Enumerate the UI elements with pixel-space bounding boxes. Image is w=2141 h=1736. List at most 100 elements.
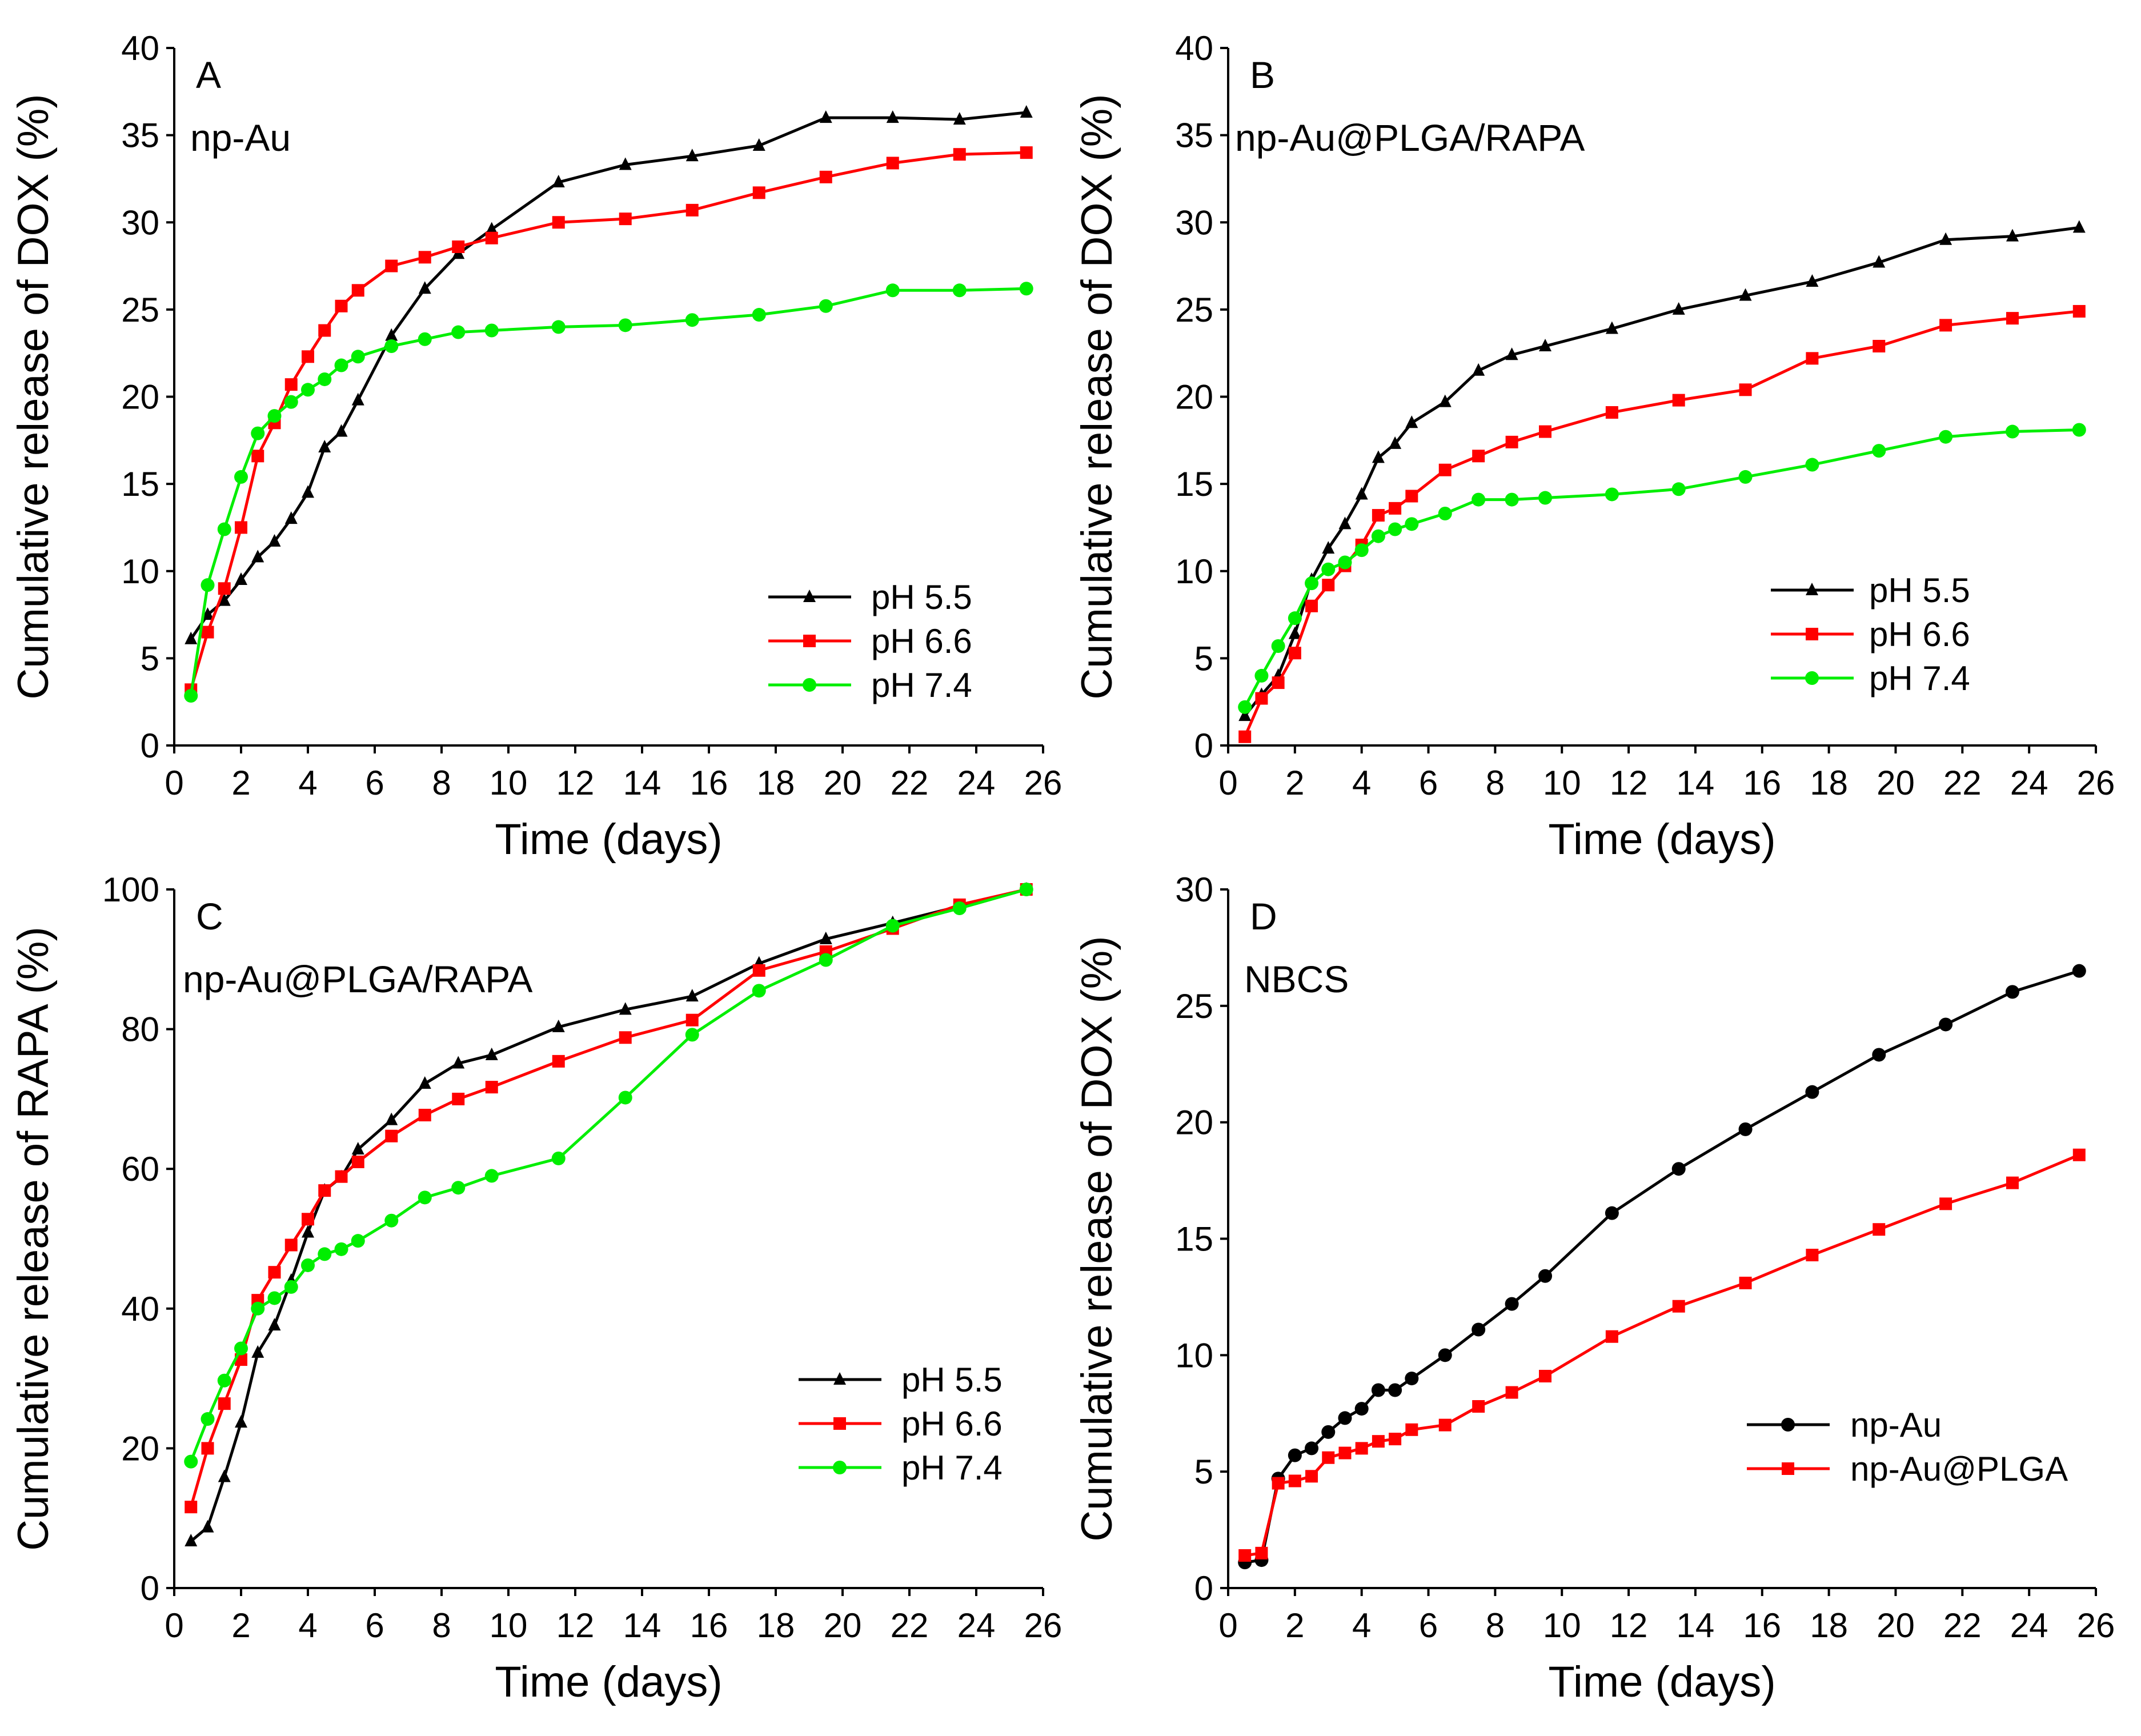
data-point <box>1873 339 1886 352</box>
data-point <box>1738 470 1753 484</box>
series-np-au-plga <box>1238 1148 2086 1562</box>
data-point <box>1438 394 1452 407</box>
data-point <box>251 550 264 563</box>
data-point <box>351 392 364 406</box>
data-point <box>1671 1162 1686 1176</box>
x-tick-label: 20 <box>1877 764 1915 802</box>
data-point <box>1338 1411 1352 1425</box>
data-point <box>418 281 431 294</box>
x-tick-label: 24 <box>957 1606 996 1645</box>
data-point <box>284 395 298 409</box>
data-point <box>885 919 900 933</box>
data-point <box>1371 1383 1385 1397</box>
data-point <box>268 1266 281 1279</box>
x-tick-label: 14 <box>623 764 661 802</box>
x-tick-label: 4 <box>1352 764 1371 802</box>
data-point <box>1472 1322 1486 1337</box>
legend-label: pH 7.4 <box>1869 659 1970 697</box>
data-point <box>685 1013 699 1027</box>
data-point <box>1020 146 1033 159</box>
data-point <box>251 450 264 463</box>
x-tick-label: 4 <box>298 764 317 802</box>
data-point <box>302 1213 314 1226</box>
data-point <box>1939 1017 1953 1032</box>
data-point <box>1805 458 1819 472</box>
series-ph-6-6 <box>1238 304 2086 743</box>
data-point <box>418 332 432 346</box>
panel-letter: B <box>1250 54 1275 96</box>
y-tick-label: 35 <box>121 117 159 155</box>
data-point <box>1438 463 1452 476</box>
data-point <box>752 308 766 322</box>
x-tick-label: 2 <box>1285 1606 1304 1645</box>
data-point <box>1806 352 1819 365</box>
y-tick-label: 20 <box>121 378 159 416</box>
data-point <box>418 1109 431 1122</box>
data-point <box>485 1047 498 1060</box>
data-point <box>351 1234 365 1248</box>
legend-marker <box>833 1461 847 1474</box>
data-point <box>185 1534 198 1547</box>
data-point <box>552 175 565 188</box>
y-axis-label: Cumulative release of RAPA (%) <box>9 927 58 1551</box>
data-point <box>2006 228 2019 242</box>
data-point <box>551 1151 566 1165</box>
data-point <box>1322 541 1335 554</box>
data-point <box>335 299 348 312</box>
x-tick-label: 0 <box>1218 1606 1237 1645</box>
data-point <box>1605 487 1619 502</box>
data-point <box>953 112 966 125</box>
data-point <box>1288 1448 1302 1462</box>
x-tick-label: 16 <box>1743 764 1781 802</box>
y-tick-label: 15 <box>1175 1220 1213 1258</box>
data-point <box>1288 1474 1301 1488</box>
y-tick-label: 40 <box>121 1290 159 1328</box>
data-point <box>1872 444 1886 458</box>
data-point <box>301 383 315 397</box>
data-point <box>452 1092 465 1105</box>
x-tick-label: 8 <box>1486 764 1505 802</box>
y-tick-label: 5 <box>1194 1453 1213 1491</box>
data-point <box>185 1501 198 1514</box>
data-point <box>619 1031 632 1044</box>
y-tick-label: 10 <box>1175 552 1213 591</box>
data-point <box>418 1190 432 1205</box>
data-point <box>235 572 247 586</box>
legend-label: pH 6.6 <box>871 622 972 660</box>
legend-label: pH 5.5 <box>871 578 972 616</box>
data-point <box>1939 232 1952 245</box>
x-tick-label: 26 <box>1024 764 1063 802</box>
data-point <box>1672 1300 1685 1313</box>
data-point <box>284 1238 298 1252</box>
data-point <box>1372 1435 1385 1448</box>
y-tick-label: 20 <box>1175 378 1213 416</box>
data-point <box>619 157 632 170</box>
y-tick-label: 60 <box>121 1150 159 1188</box>
data-point <box>1873 255 1886 268</box>
y-tick-label: 25 <box>1175 987 1213 1025</box>
data-point <box>1505 347 1518 360</box>
data-point <box>234 470 248 484</box>
x-tick-label: 18 <box>1810 1606 1848 1645</box>
data-point <box>351 350 365 364</box>
panel-letter: D <box>1250 895 1277 937</box>
x-tick-label: 0 <box>1218 764 1237 802</box>
x-tick-label: 4 <box>298 1606 317 1645</box>
y-tick-label: 5 <box>141 639 159 677</box>
x-tick-label: 26 <box>2077 764 2115 802</box>
data-point <box>251 1301 265 1316</box>
y-tick-label: 30 <box>1175 203 1213 242</box>
legend-label: pH 7.4 <box>901 1449 1003 1487</box>
x-tick-label: 18 <box>757 764 795 802</box>
data-point <box>185 631 198 644</box>
data-point <box>1405 490 1418 503</box>
legend-marker <box>803 590 816 602</box>
data-point <box>552 1019 565 1032</box>
legend-label: pH 5.5 <box>901 1361 1003 1399</box>
data-point <box>2072 304 2086 318</box>
data-point <box>1472 450 1485 463</box>
data-point <box>318 1247 332 1261</box>
y-tick-label: 30 <box>1175 871 1213 909</box>
y-tick-label: 30 <box>121 203 159 242</box>
data-point <box>1271 639 1285 653</box>
